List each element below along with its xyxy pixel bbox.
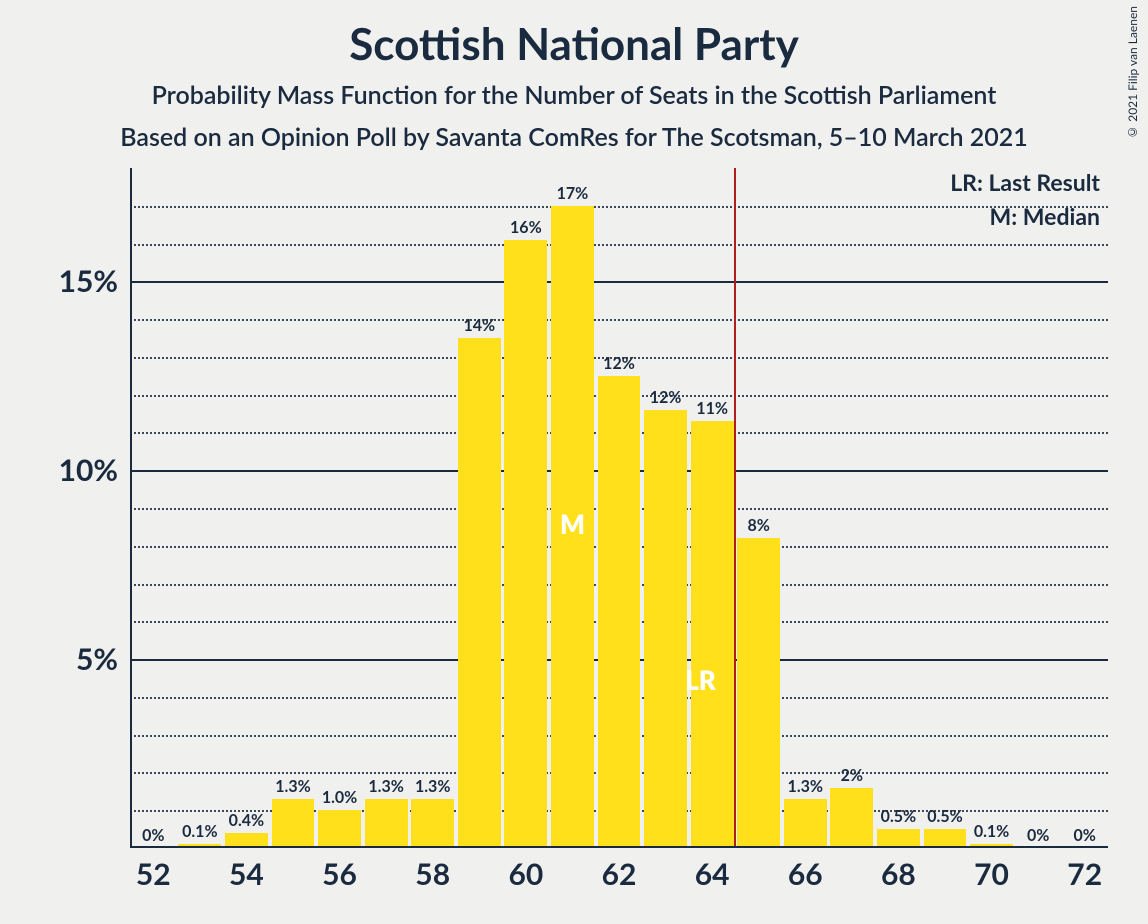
bar-value-label: 16% bbox=[510, 218, 542, 237]
bar-value-label: 12% bbox=[603, 354, 635, 373]
chart-subtitle-2: Based on an Opinion Poll by Savanta ComR… bbox=[0, 122, 1148, 152]
bar-value-label: 0% bbox=[1027, 826, 1049, 845]
y-tick-label: 5% bbox=[38, 641, 118, 677]
copyright-text: © 2021 Filip van Laenen bbox=[1125, 6, 1140, 140]
x-tick-label: 54 bbox=[229, 856, 264, 892]
bar-value-label: 14% bbox=[463, 316, 495, 335]
x-tick-label: 66 bbox=[788, 856, 823, 892]
bar-value-label: 1.3% bbox=[415, 777, 450, 796]
bar-value-label: 1.3% bbox=[368, 777, 403, 796]
x-tick-label: 60 bbox=[508, 856, 543, 892]
bar-value-label: 0% bbox=[1074, 826, 1096, 845]
bar-value-label: 17% bbox=[557, 184, 589, 203]
x-tick-label: 68 bbox=[881, 856, 916, 892]
y-tick-label: 15% bbox=[38, 263, 118, 299]
bar-value-label: 0% bbox=[142, 826, 164, 845]
chart-subtitle-1: Probability Mass Function for the Number… bbox=[0, 80, 1148, 110]
bar-value-label: 0.1% bbox=[974, 822, 1009, 841]
bar bbox=[272, 799, 315, 846]
chart-container: Scottish National Party Probability Mass… bbox=[0, 0, 1148, 924]
bar bbox=[924, 829, 967, 846]
last-result-marker: LR bbox=[685, 664, 716, 696]
x-axis-line bbox=[130, 846, 1108, 848]
bar bbox=[598, 376, 641, 846]
legend-lr: LR: Last Result bbox=[950, 168, 1100, 196]
bar-value-label: 0.5% bbox=[927, 807, 962, 826]
x-tick-label: 72 bbox=[1067, 856, 1102, 892]
last-result-line bbox=[734, 168, 736, 846]
grid-major bbox=[130, 281, 1108, 283]
y-tick-label: 10% bbox=[38, 452, 118, 488]
x-tick-label: 70 bbox=[974, 856, 1009, 892]
bar bbox=[411, 799, 454, 846]
bar bbox=[225, 833, 268, 846]
grid-minor bbox=[130, 206, 1108, 208]
bar bbox=[737, 538, 780, 846]
bar-value-label: 1.0% bbox=[322, 788, 357, 807]
bar-value-label: 0.1% bbox=[182, 822, 217, 841]
bar bbox=[691, 421, 734, 846]
x-tick-label: 64 bbox=[695, 856, 730, 892]
legend-m: M: Median bbox=[990, 202, 1100, 230]
bar bbox=[830, 788, 873, 846]
chart-title: Scottish National Party bbox=[0, 18, 1148, 70]
bar bbox=[644, 410, 687, 846]
bar bbox=[784, 799, 827, 846]
bar-value-label: 1.3% bbox=[788, 777, 823, 796]
x-tick-label: 62 bbox=[602, 856, 637, 892]
bar-value-label: 1.3% bbox=[275, 777, 310, 796]
bar-value-label: 0.4% bbox=[229, 811, 264, 830]
grid-minor bbox=[130, 319, 1108, 321]
grid-minor bbox=[130, 244, 1108, 246]
bar-value-label: 2% bbox=[841, 766, 863, 785]
median-marker: M bbox=[560, 508, 585, 540]
bar bbox=[365, 799, 408, 846]
bar bbox=[318, 810, 361, 846]
x-tick-label: 58 bbox=[415, 856, 450, 892]
plot-area: LR: Last Result M: Median 5%10%15%0%0.1%… bbox=[130, 168, 1108, 848]
bar-value-label: 11% bbox=[696, 399, 728, 418]
bar bbox=[458, 338, 501, 846]
bar-value-label: 8% bbox=[748, 516, 770, 535]
bar bbox=[877, 829, 920, 846]
bar-value-label: 12% bbox=[650, 388, 682, 407]
x-tick-label: 52 bbox=[136, 856, 171, 892]
bar-value-label: 0.5% bbox=[881, 807, 916, 826]
bar bbox=[504, 240, 547, 846]
x-tick-label: 56 bbox=[322, 856, 357, 892]
